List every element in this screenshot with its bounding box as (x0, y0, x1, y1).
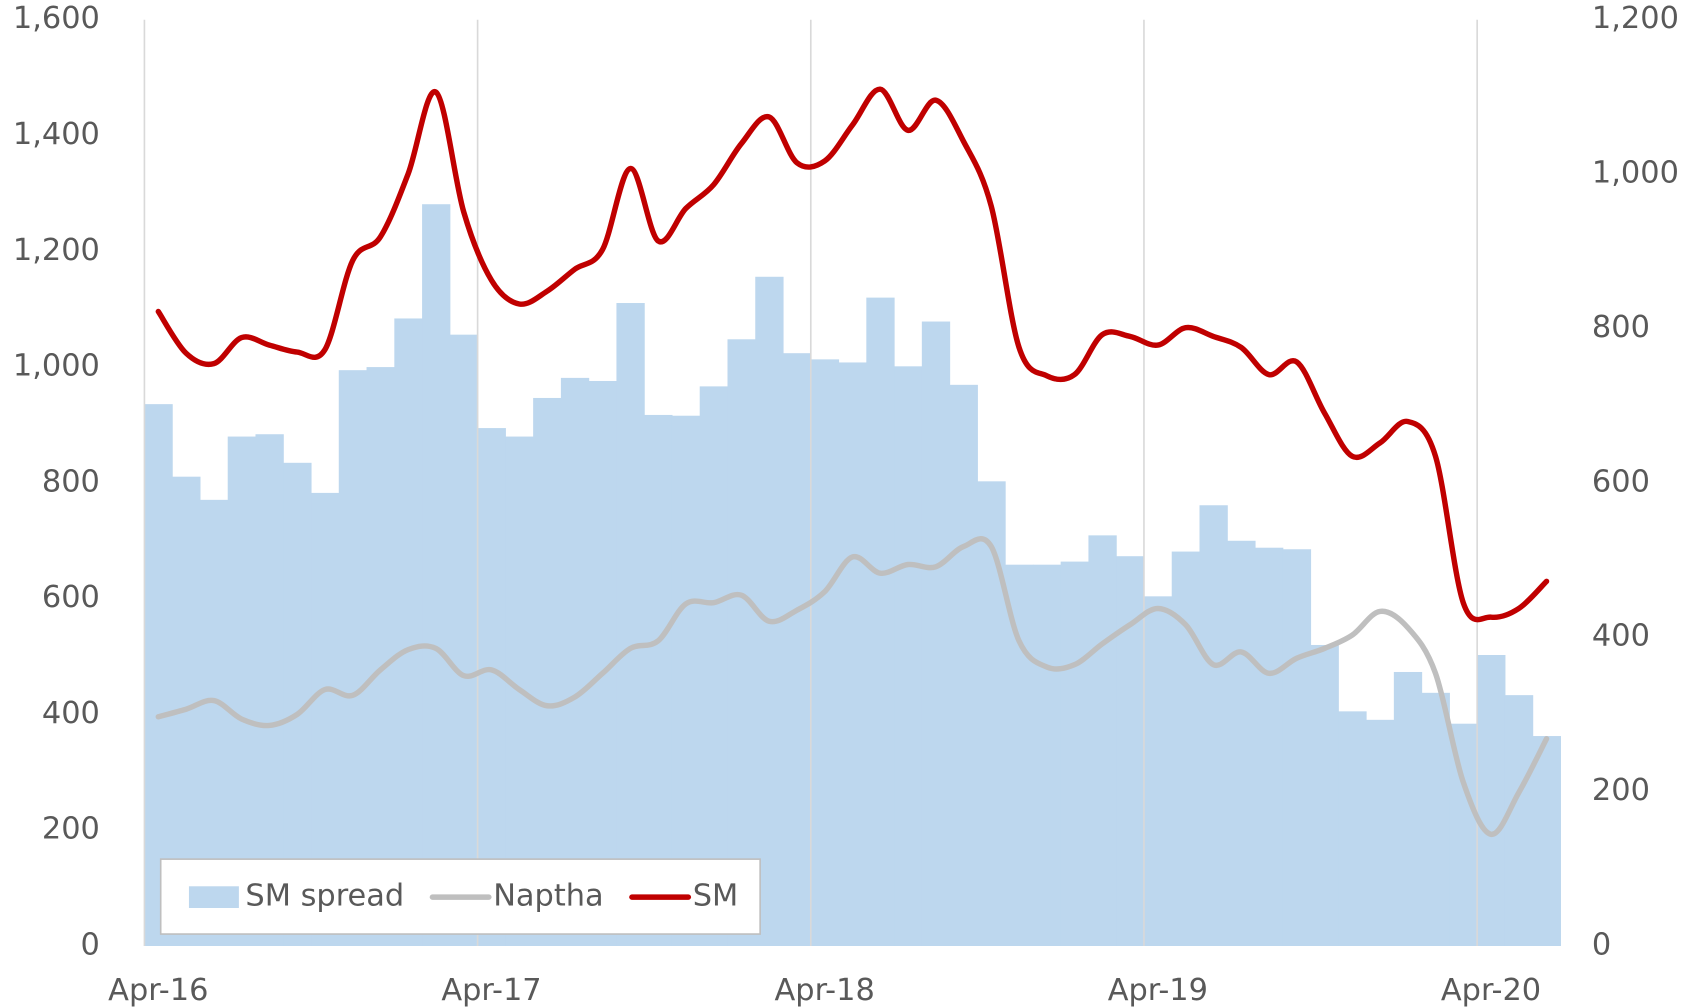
line (155, 536, 1550, 837)
grid-layer (143, 19, 1478, 947)
bar (144, 404, 173, 947)
y-tick-label: 200 (42, 812, 100, 847)
bar (894, 366, 923, 947)
legend-label: Naptha (493, 879, 603, 914)
y2-tick-label: 800 (1592, 310, 1650, 345)
legend-label: SM (693, 879, 739, 914)
x-tick-label: Apr-18 (775, 973, 875, 1007)
bar (1310, 644, 1339, 947)
y2-tick-label: 1,200 (1592, 1, 1679, 36)
bar (1116, 556, 1145, 947)
bar-layer (144, 204, 1561, 947)
y-tick-label: 400 (42, 696, 100, 731)
bar (810, 359, 840, 947)
bar (1143, 596, 1173, 947)
x-tick-label: Apr-16 (108, 973, 208, 1007)
bar (949, 384, 978, 947)
bar (1504, 695, 1534, 947)
bar (1227, 540, 1256, 947)
bar (921, 321, 951, 947)
bar (1171, 551, 1201, 947)
bar (1199, 505, 1228, 947)
bar (394, 318, 423, 947)
bar (1532, 736, 1561, 947)
x-tick-label: Apr-20 (1441, 973, 1541, 1007)
bar (866, 297, 895, 947)
bar (338, 370, 368, 947)
bar (1060, 561, 1089, 947)
y-tick-label: 1,600 (13, 1, 100, 36)
bar (783, 353, 812, 947)
y-tick-label: 600 (42, 580, 100, 615)
bar (1393, 671, 1423, 947)
x-tick-label: Apr-17 (441, 973, 541, 1007)
bar (1088, 535, 1117, 947)
bar (366, 367, 395, 947)
bar (533, 397, 562, 947)
bar (671, 415, 701, 947)
bar (1449, 723, 1478, 947)
y2-tick-label: 600 (1592, 464, 1650, 499)
line-layer (155, 86, 1550, 837)
bar (699, 386, 729, 947)
y2-tick-label: 200 (1592, 773, 1650, 808)
bar (422, 204, 451, 947)
y-tick-label: 1,200 (13, 233, 100, 268)
bar (560, 377, 590, 947)
legend-swatch (188, 886, 239, 908)
bar (1477, 654, 1506, 947)
bar (1032, 564, 1062, 947)
bar (1255, 547, 1284, 947)
y-tick-label: 1,000 (13, 349, 100, 384)
bar (644, 414, 673, 947)
legend-label: SM spread (245, 879, 404, 914)
y2-tick-label: 400 (1592, 619, 1650, 654)
y-tick-label: 0 (81, 928, 100, 963)
bar (977, 481, 1006, 947)
y2-tick-label: 0 (1592, 928, 1611, 963)
bar (1421, 692, 1450, 947)
bar (449, 334, 479, 947)
y-tick-label: 1,400 (13, 117, 100, 152)
bar (1005, 564, 1034, 947)
legend: SM spread Naptha SM (159, 858, 761, 935)
bar (1282, 549, 1312, 947)
y2-tick-label: 1,000 (1592, 156, 1679, 191)
bar (1366, 719, 1395, 947)
bar (1338, 711, 1367, 947)
line (155, 86, 1550, 623)
bar (727, 339, 756, 947)
y-tick-label: 800 (42, 464, 100, 499)
x-tick-label: Apr-19 (1108, 973, 1208, 1007)
bar (838, 362, 867, 947)
bar (616, 303, 645, 947)
